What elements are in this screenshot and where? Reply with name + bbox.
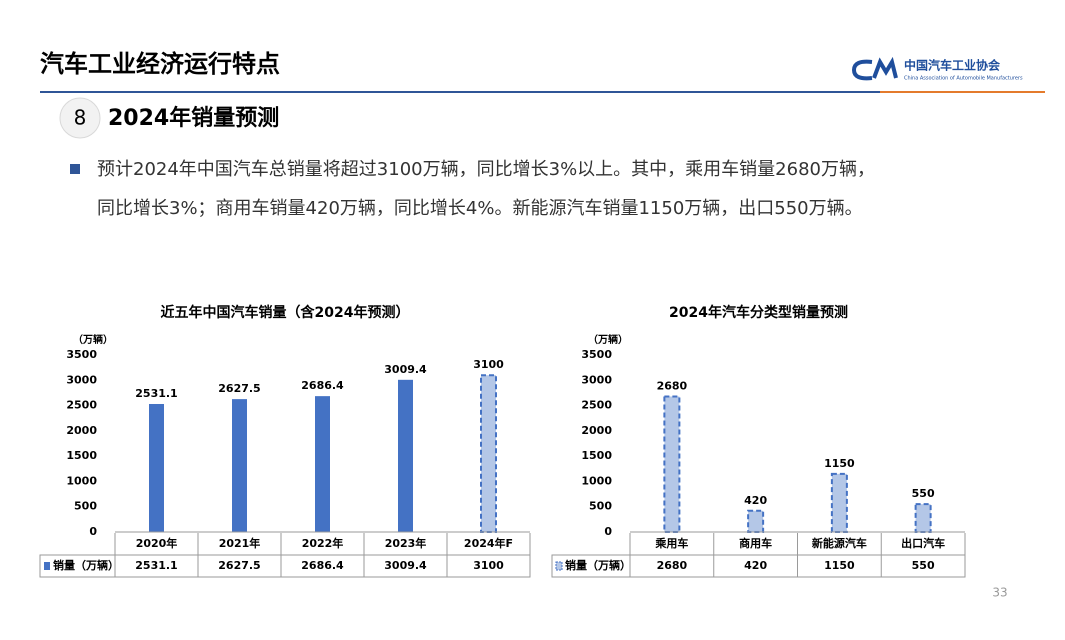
y-tick-label: 2000 [66,424,97,437]
bar [232,399,247,532]
y-tick-label: 3000 [66,373,97,386]
x-tick-label: 2022年 [302,536,344,550]
section-title: 2024年销量预测 [108,105,279,131]
y-tick-label: 1500 [66,449,97,462]
x-tick-label: 2021年 [219,536,261,550]
chart-title: 近五年中国汽车销量（含2024年预测） [161,304,410,321]
data-label: 1150 [824,457,855,470]
x-tick-label: 2020年 [136,536,178,550]
data-label: 2627.5 [218,382,260,395]
bar [914,503,932,533]
chart-title: 2024年汽车分类型销量预测 [669,304,848,321]
table-value: 2531.1 [135,559,177,572]
x-tick-label: 商用车 [739,536,772,550]
logo-english: China Association of Automobile Manufact… [904,76,1023,82]
legend-label: 销量（万辆） [53,558,119,572]
x-tick-label: 乘用车 [654,536,688,550]
table-value: 420 [744,559,767,572]
table-value: 1150 [824,559,855,572]
bar [149,403,164,532]
bar [663,395,681,533]
bar [315,396,330,532]
logo-name: 中国汽车工业协会 [904,58,1001,73]
data-label: 2680 [657,379,688,392]
legend-key [555,561,563,571]
table-value: 3100 [473,559,504,572]
y-tick-label: 3500 [66,348,97,361]
x-tick-label: 2024年F [464,536,513,550]
data-label: 3100 [473,358,504,371]
slide-title: 汽车工业经济运行特点 [40,50,280,78]
bullet-line: 同比增长3%；商用车销量420万辆，同比增长4%。新能源汽车销量1150万辆，出… [97,198,863,219]
section-number: 8 [74,106,87,130]
y-tick-label: 1000 [581,474,612,487]
y-tick-label: 3000 [581,373,612,386]
legend-key [44,562,50,570]
y-tick-label: 500 [589,500,612,513]
data-label: 2531.1 [135,387,177,400]
bar [398,379,413,532]
y-tick-label: 500 [74,500,97,513]
table-value: 2686.4 [301,559,344,572]
y-tick-label: 2500 [581,399,612,412]
bar [480,374,497,533]
logo-mark [851,56,898,81]
y-tick-label: 1000 [66,474,97,487]
bullet [70,164,80,174]
y-tick-label: 0 [89,525,97,538]
x-tick-label: 2023年 [385,536,427,550]
table-value: 550 [912,559,935,572]
data-label: 420 [744,494,767,507]
y-tick-label: 1500 [581,449,612,462]
page-number: 33 [992,586,1007,600]
data-label: 550 [912,487,935,500]
y-tick-label: 2500 [66,399,97,412]
data-label: 3009.4 [384,363,427,376]
y-axis-label: （万辆） [588,333,628,346]
y-tick-label: 2000 [581,424,612,437]
table-value: 2680 [657,559,688,572]
y-tick-label: 3500 [581,348,612,361]
bullet-line: 预计2024年中国汽车总销量将超过3100万辆，同比增长3%以上。其中，乘用车销… [97,159,875,180]
x-tick-label: 新能源汽车 [812,536,867,550]
data-label: 2686.4 [301,379,344,392]
bar [747,509,765,534]
section-badge [59,97,101,139]
x-tick-label: 出口汽车 [901,536,945,550]
legend-label: 销量（万辆） [565,558,631,572]
bar [830,472,848,534]
table-value: 3009.4 [384,559,427,572]
y-tick-label: 0 [604,525,612,538]
table-value: 2627.5 [218,559,260,572]
y-axis-label: （万辆） [73,333,113,346]
